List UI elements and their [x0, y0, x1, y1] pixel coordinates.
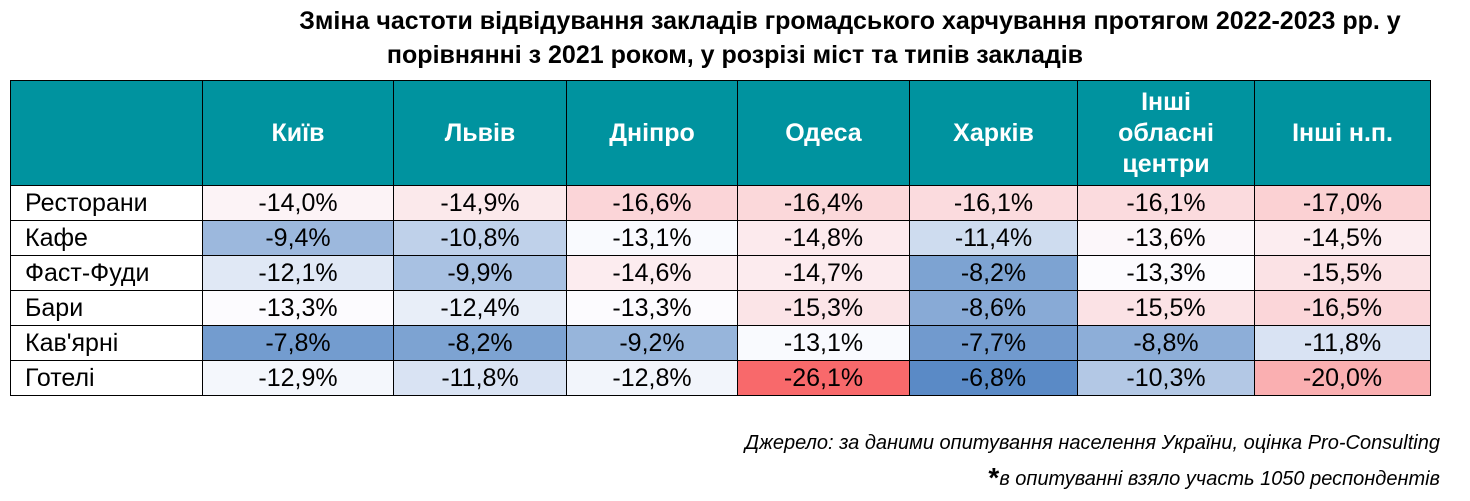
- respondents-note: *в опитуванні взяло участь 1050 респонде…: [988, 462, 1440, 494]
- heatmap-cell: -15,5%: [1254, 255, 1431, 291]
- heatmap-cell: -12,4%: [393, 290, 567, 326]
- row-label: Готелі: [10, 360, 203, 396]
- heatmap-cell: -11,8%: [393, 360, 567, 396]
- heatmap-cell: -13,1%: [737, 325, 910, 361]
- heatmap-cell: -17,0%: [1254, 185, 1431, 221]
- heatmap-cell: -11,8%: [1254, 325, 1431, 361]
- heatmap-table: Київ Львів Дніпро Одеса Харків Інші обла…: [10, 80, 1431, 396]
- heatmap-cell: -14,6%: [566, 255, 738, 291]
- heatmap-cell: -9,2%: [566, 325, 738, 361]
- heatmap-cell: -16,6%: [566, 185, 738, 221]
- column-header: Київ: [202, 80, 394, 186]
- source-note: Джерело: за даними опитування населення …: [745, 432, 1440, 454]
- column-header: Дніпро: [566, 80, 738, 186]
- column-header: Одеса: [737, 80, 910, 186]
- row-label: Кав'ярні: [10, 325, 203, 361]
- heatmap-cell: -13,6%: [1077, 220, 1255, 256]
- heatmap-cell: -7,8%: [202, 325, 394, 361]
- heatmap-cell: -12,9%: [202, 360, 394, 396]
- heatmap-cell: -16,5%: [1254, 290, 1431, 326]
- chart-title-line-1: Зміна частоти відвідування закладів гром…: [299, 7, 1401, 35]
- table-row: Готелі -12,9% -11,8% -12,8% -26,1% -6,8% -10,3…: [10, 360, 1431, 396]
- heatmap-cell: -15,5%: [1077, 290, 1255, 326]
- column-header: Інші обласні центри: [1077, 80, 1255, 186]
- heatmap-cell: -13,1%: [566, 220, 738, 256]
- heatmap-cell: -10,3%: [1077, 360, 1255, 396]
- heatmap-cell: -16,4%: [737, 185, 910, 221]
- heatmap-cell: -8,6%: [909, 290, 1078, 326]
- heatmap-cell: -12,8%: [566, 360, 738, 396]
- table-row: Кав'ярні -7,8% -8,2% -9,2% -13,1% -7,7% -8,8% -…: [10, 325, 1431, 361]
- heatmap-cell: -14,9%: [393, 185, 567, 221]
- heatmap-cell: -10,8%: [393, 220, 567, 256]
- table-row: Фаст-Фуди -12,1% -9,9% -14,6% -14,7% -8,2% -13…: [10, 255, 1431, 291]
- heatmap-cell: -6,8%: [909, 360, 1078, 396]
- heatmap-cell: -7,7%: [909, 325, 1078, 361]
- heatmap-body: Ресторани -14,0% -14,9% -16,6% -16,4% -16,1% -…: [10, 185, 1431, 396]
- table-row: Бари -13,3% -12,4% -13,3% -15,3% -8,6% -15,5% -…: [10, 290, 1431, 326]
- heatmap-cell: -8,2%: [909, 255, 1078, 291]
- table-row: Кафе -9,4% -10,8% -13,1% -14,8% -11,4% -13,6% -…: [10, 220, 1431, 256]
- heatmap-cell: -11,4%: [909, 220, 1078, 256]
- heatmap-cell: -14,0%: [202, 185, 394, 221]
- column-header: Львів: [393, 80, 567, 186]
- heatmap-cell: -12,1%: [202, 255, 394, 291]
- heatmap-cell: -14,7%: [737, 255, 910, 291]
- column-header: Інші н.п.: [1254, 80, 1431, 186]
- heatmap-cell: -16,1%: [909, 185, 1078, 221]
- heatmap-cell: -13,3%: [1077, 255, 1255, 291]
- heatmap-cell: -20,0%: [1254, 360, 1431, 396]
- header-corner-cell: [10, 80, 203, 186]
- row-label: Кафе: [10, 220, 203, 256]
- footnote-asterisk: *: [988, 462, 1000, 493]
- chart-title: Зміна частоти відвідування закладів гром…: [10, 4, 1460, 72]
- heatmap-cell: -15,3%: [737, 290, 910, 326]
- header-row: Київ Львів Дніпро Одеса Харків Інші обла…: [10, 80, 1431, 186]
- chart-title-line-2: порівнянні з 2021 роком, у розрізі міст …: [386, 41, 1084, 69]
- heatmap-cell: -14,5%: [1254, 220, 1431, 256]
- heatmap-cell: -16,1%: [1077, 185, 1255, 221]
- table-row: Ресторани -14,0% -14,9% -16,6% -16,4% -16,1% -…: [10, 185, 1431, 221]
- row-label: Ресторани: [10, 185, 203, 221]
- column-header: Харків: [909, 80, 1078, 186]
- heatmap-cell: -9,9%: [393, 255, 567, 291]
- respondents-note-text: в опитуванні взяло участь 1050 респонден…: [999, 468, 1440, 490]
- heatmap-cell: -26,1%: [737, 360, 910, 396]
- row-label: Фаст-Фуди: [10, 255, 203, 291]
- heatmap-cell: -13,3%: [202, 290, 394, 326]
- row-label: Бари: [10, 290, 203, 326]
- heatmap-cell: -13,3%: [566, 290, 738, 326]
- heatmap-cell: -9,4%: [202, 220, 394, 256]
- heatmap-cell: -8,2%: [393, 325, 567, 361]
- heatmap-cell: -14,8%: [737, 220, 910, 256]
- heatmap-cell: -8,8%: [1077, 325, 1255, 361]
